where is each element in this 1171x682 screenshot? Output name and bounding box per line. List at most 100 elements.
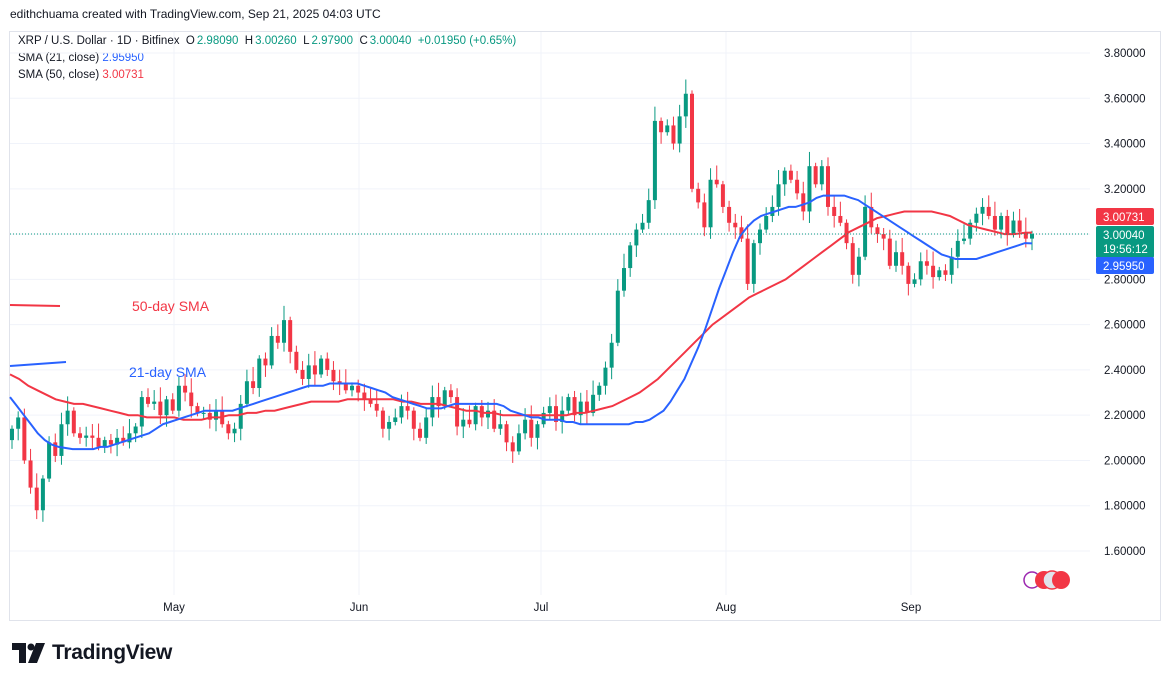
candle-body bbox=[523, 419, 528, 434]
candle-body bbox=[102, 440, 107, 447]
candle-body bbox=[646, 200, 651, 223]
candle-body bbox=[628, 245, 633, 269]
candle-body bbox=[337, 381, 342, 384]
candle-body bbox=[127, 433, 132, 443]
candle-body bbox=[931, 265, 936, 278]
candle-body bbox=[108, 440, 113, 445]
candle-body bbox=[498, 424, 503, 429]
candle-body bbox=[201, 412, 206, 414]
low-label: L bbox=[303, 35, 310, 47]
y-tick-label: 2.20000 bbox=[1104, 410, 1146, 422]
y-tick-label: 1.80000 bbox=[1104, 501, 1146, 513]
candle-body bbox=[1030, 234, 1034, 239]
candle-body bbox=[461, 419, 466, 427]
y-tick-label: 3.60000 bbox=[1104, 93, 1146, 105]
candle-body bbox=[1005, 215, 1010, 235]
candle-body bbox=[343, 383, 348, 391]
candle-body bbox=[473, 406, 478, 425]
x-tick-label: May bbox=[163, 602, 185, 614]
x-tick-label: Jul bbox=[534, 602, 549, 614]
high-label: H bbox=[244, 35, 254, 47]
candle-body bbox=[232, 428, 237, 434]
candle-body bbox=[362, 392, 367, 400]
candle-body bbox=[418, 428, 422, 438]
sma21-legend[interactable]: SMA (21, close) 2.95950 bbox=[18, 52, 144, 64]
candle-body bbox=[937, 270, 942, 278]
candle-body bbox=[906, 265, 911, 284]
candle-body bbox=[164, 399, 169, 416]
candle-body bbox=[912, 279, 917, 284]
candle-body bbox=[300, 369, 305, 379]
candle-body bbox=[368, 399, 373, 404]
candle-body bbox=[955, 240, 960, 257]
candle-body bbox=[356, 385, 361, 393]
annotation-21-line bbox=[9, 361, 67, 367]
candle-body bbox=[832, 206, 837, 216]
candle-body bbox=[387, 421, 392, 429]
candle-body bbox=[887, 238, 892, 266]
candle-body bbox=[999, 215, 1004, 230]
candle-body bbox=[690, 93, 694, 189]
candle-body bbox=[578, 401, 583, 416]
events-icon[interactable] bbox=[1023, 570, 1070, 590]
candle-body bbox=[584, 401, 589, 413]
candle-body bbox=[566, 397, 571, 411]
tradingview-logo-icon bbox=[12, 643, 45, 663]
candle-body bbox=[331, 369, 336, 382]
candle-body bbox=[139, 397, 144, 427]
candle-body bbox=[121, 437, 126, 443]
sma50-legend[interactable]: SMA (50, close) 3.00731 bbox=[18, 69, 144, 81]
candle-body bbox=[918, 261, 923, 280]
candle-body bbox=[374, 403, 379, 411]
candle-body bbox=[34, 487, 39, 511]
last-price-label: 3.00040 bbox=[1103, 230, 1145, 242]
candle-body bbox=[1023, 231, 1028, 239]
chart-credit: edithchuama created with TradingView.com… bbox=[10, 7, 381, 21]
candle-body bbox=[22, 417, 27, 461]
candle-body bbox=[900, 252, 905, 266]
y-tick-label: 3.20000 bbox=[1104, 184, 1146, 196]
sma21-label: SMA (21, close) bbox=[18, 52, 100, 64]
candle-body bbox=[28, 460, 33, 488]
candle-body bbox=[708, 179, 713, 228]
candle-body bbox=[10, 428, 14, 441]
candle-body bbox=[411, 410, 416, 429]
candle-body bbox=[282, 320, 286, 343]
candle-body bbox=[257, 358, 262, 389]
candle-body bbox=[90, 435, 95, 438]
symbol-legend[interactable]: XRP / U.S. Dollar · 1D · Bitfinex O 2.980… bbox=[18, 35, 516, 47]
chart-frame bbox=[9, 31, 1161, 621]
close-label: C bbox=[359, 35, 368, 47]
sma50-price-tag bbox=[1096, 208, 1154, 225]
candle-body bbox=[924, 261, 929, 266]
candle-body bbox=[510, 442, 515, 452]
candle-body bbox=[399, 406, 404, 418]
symbol-name[interactable]: XRP / U.S. Dollar · 1D · Bitfinex bbox=[18, 35, 180, 47]
candle-body bbox=[486, 410, 490, 418]
candle-body bbox=[869, 206, 874, 228]
x-tick-label: Jun bbox=[350, 602, 369, 614]
tradingview-wordmark: TradingView bbox=[52, 641, 173, 664]
candle-body bbox=[634, 229, 639, 246]
candle-body bbox=[442, 390, 447, 407]
y-tick-label: 3.80000 bbox=[1104, 48, 1146, 60]
high-value: 3.00260 bbox=[255, 35, 297, 47]
candle-body bbox=[609, 342, 614, 368]
candle-body bbox=[603, 367, 608, 386]
candle-body bbox=[393, 417, 398, 422]
candle-body bbox=[467, 419, 472, 425]
tradingview-logo[interactable]: TradingView bbox=[12, 641, 172, 665]
candle-body bbox=[244, 381, 249, 404]
sma50-line bbox=[9, 210, 1033, 421]
y-tick-label: 3.40000 bbox=[1104, 139, 1146, 151]
candle-body bbox=[214, 410, 218, 420]
candle-body bbox=[980, 206, 985, 214]
candle-body bbox=[176, 385, 181, 411]
x-tick-label: Sep bbox=[901, 602, 921, 614]
annotation-50-day-sma: 50-day SMA bbox=[132, 298, 210, 314]
candle-body bbox=[96, 437, 101, 447]
candle-body bbox=[1017, 220, 1022, 232]
candle-body bbox=[782, 170, 787, 185]
candle-body bbox=[671, 125, 676, 144]
